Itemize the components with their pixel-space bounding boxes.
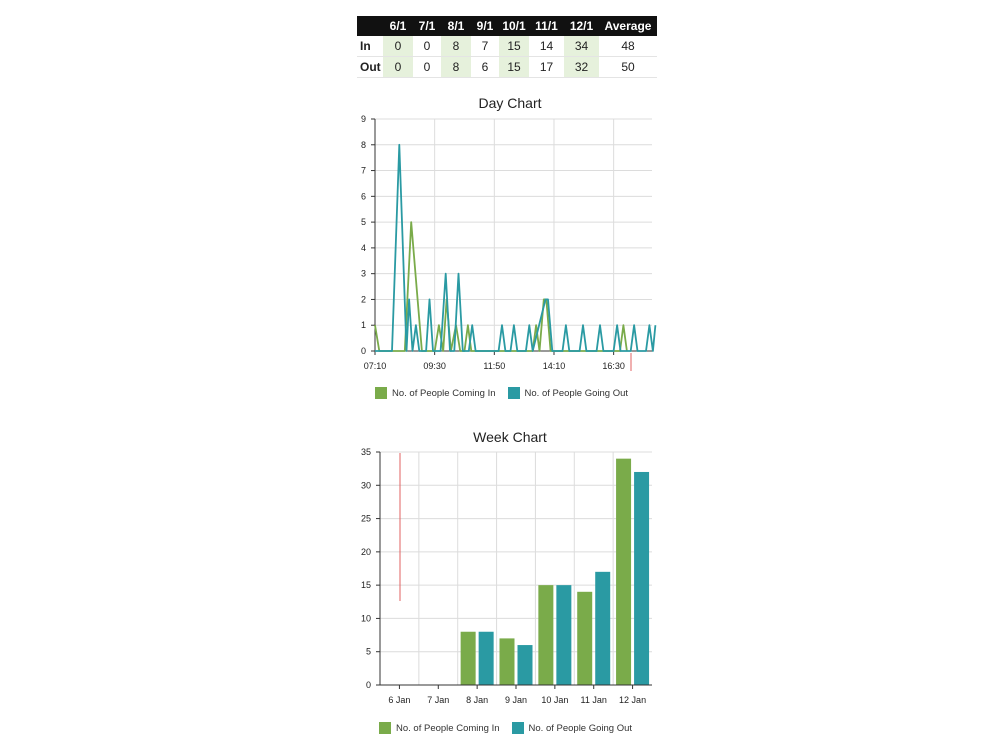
table-cell: 0	[413, 36, 441, 57]
table-cell: 17	[529, 56, 564, 78]
plot-area	[375, 119, 652, 351]
legend-item-out[interactable]: No. of People Going Out	[511, 722, 633, 734]
x-tick-label: 6 Jan	[388, 695, 410, 705]
table-cell: 15	[499, 56, 529, 78]
y-tick-label: 15	[361, 580, 371, 590]
y-tick-label: 8	[361, 140, 366, 150]
table-cell: 8	[441, 56, 471, 78]
table-row: In 0 0 8 7 15 14 34 48	[357, 36, 657, 57]
legend-item-in[interactable]: No. of People Coming In	[375, 387, 496, 399]
table-cell: 8	[441, 36, 471, 57]
table-cell: 50	[599, 56, 657, 78]
x-tick-label: 16:30	[602, 361, 625, 371]
x-tick-label: 10 Jan	[541, 695, 568, 705]
y-tick-label: 7	[361, 166, 366, 176]
legend-label-in: No. of People Coming In	[396, 722, 500, 734]
x-tick-label: 12 Jan	[619, 695, 646, 705]
table-row-label: In	[357, 36, 383, 57]
y-tick-label: 3	[361, 269, 366, 279]
bar-out	[517, 645, 533, 685]
x-tick-label: 07:10	[364, 361, 387, 371]
week-chart-title: Week Chart	[473, 429, 547, 445]
x-tick-label: 7 Jan	[427, 695, 449, 705]
series-line-out	[375, 143, 657, 352]
y-tick-label: 25	[361, 514, 371, 524]
table-cell: 6	[471, 56, 499, 78]
table-header-cell: 6/1	[383, 16, 413, 36]
bar-in	[616, 458, 632, 685]
week-chart-legend: No. of People Coming In No. of People Go…	[379, 722, 644, 734]
y-tick-label: 0	[361, 346, 366, 356]
y-tick-label: 4	[361, 243, 366, 253]
x-tick-label: 9 Jan	[505, 695, 527, 705]
summary-table: 6/1 7/1 8/1 9/1 10/1 11/1 12/1 Average I…	[357, 16, 657, 78]
legend-label-out: No. of People Going Out	[528, 722, 633, 734]
table-cell: 15	[499, 36, 529, 57]
bar-in	[499, 638, 515, 685]
legend-label-in: No. of People Coming In	[392, 387, 496, 399]
legend-swatch-in	[375, 387, 387, 399]
table-header-cell: Average	[599, 16, 657, 36]
legend-swatch-in	[379, 722, 391, 734]
bar-in	[460, 631, 476, 685]
table-header-cell	[357, 16, 383, 36]
table-cell: 7	[471, 36, 499, 57]
bar-out	[478, 631, 494, 685]
table-cell: 0	[413, 56, 441, 78]
table-cell: 0	[383, 56, 413, 78]
y-tick-label: 0	[366, 680, 371, 690]
legend-item-out[interactable]: No. of People Going Out	[507, 387, 629, 399]
table-header-row: 6/1 7/1 8/1 9/1 10/1 11/1 12/1 Average	[357, 16, 657, 36]
table-cell: 34	[564, 36, 599, 57]
table-header-cell: 12/1	[564, 16, 599, 36]
plot-area	[380, 452, 652, 685]
y-tick-label: 9	[361, 114, 366, 124]
bar-in	[577, 591, 593, 685]
legend-item-in[interactable]: No. of People Coming In	[379, 722, 500, 734]
table-cell: 14	[529, 36, 564, 57]
x-tick-label: 11:50	[483, 361, 505, 371]
y-tick-label: 1	[361, 320, 366, 330]
table-header-cell: 7/1	[413, 16, 441, 36]
bar-out	[556, 585, 572, 685]
table-cell: 32	[564, 56, 599, 78]
x-tick-label: 11 Jan	[581, 695, 607, 705]
table-header-cell: 11/1	[529, 16, 564, 36]
y-tick-label: 6	[361, 191, 366, 201]
day-chart-title: Day Chart	[478, 95, 542, 111]
x-tick-label: 09:30	[423, 361, 446, 371]
y-tick-label: 20	[361, 547, 371, 557]
y-tick-label: 5	[361, 217, 366, 227]
y-tick-label: 10	[361, 613, 371, 623]
table-row: Out 0 0 8 6 15 17 32 50	[357, 56, 657, 78]
day-chart-legend: No. of People Coming In No. of People Go…	[375, 387, 640, 399]
table-cell: 48	[599, 36, 657, 57]
legend-swatch-out	[507, 387, 520, 399]
bar-in	[538, 585, 554, 685]
table-header-cell: 10/1	[499, 16, 529, 36]
legend-swatch-out	[511, 722, 524, 734]
table-cell: 0	[383, 36, 413, 57]
y-tick-label: 5	[366, 647, 371, 657]
table-header-cell: 8/1	[441, 16, 471, 36]
table-header-cell: 9/1	[471, 16, 499, 36]
y-tick-label: 2	[361, 294, 366, 304]
y-tick-label: 35	[361, 447, 371, 457]
x-tick-label: 14:10	[543, 361, 566, 371]
x-tick-label: 8 Jan	[466, 695, 488, 705]
bar-out	[595, 571, 611, 685]
bar-out	[634, 471, 650, 685]
legend-label-out: No. of People Going Out	[524, 387, 629, 399]
table-row-label: Out	[357, 56, 383, 78]
y-tick-label: 30	[361, 480, 371, 490]
series-line-in	[374, 221, 628, 352]
